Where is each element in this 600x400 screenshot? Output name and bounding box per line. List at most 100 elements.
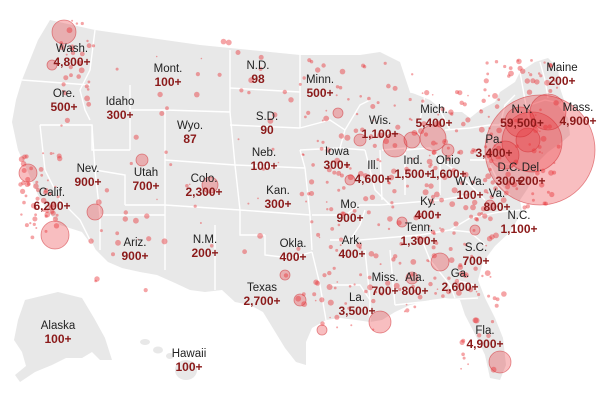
case-dot <box>543 124 548 130</box>
case-dot <box>209 244 214 248</box>
case-dot <box>350 324 353 327</box>
case-dot <box>451 187 458 194</box>
case-dot <box>22 200 26 205</box>
case-dot <box>439 197 444 203</box>
case-dot <box>165 106 169 111</box>
case-dot <box>345 164 350 169</box>
bubble-atlanta <box>430 252 450 272</box>
case-dot <box>335 248 339 252</box>
case-dot <box>501 120 504 123</box>
case-dot <box>445 155 451 161</box>
case-dot <box>451 168 456 173</box>
case-dot <box>546 190 550 194</box>
case-dot <box>462 171 469 178</box>
bubble-los-angeles <box>40 220 70 250</box>
case-dot <box>503 64 507 69</box>
case-dot <box>359 273 363 277</box>
case-dot <box>318 236 321 239</box>
bubble-detroit <box>419 124 447 152</box>
case-dot <box>460 367 462 370</box>
case-dot <box>473 317 480 324</box>
case-dot <box>483 189 488 194</box>
case-dot <box>339 173 344 178</box>
case-dot <box>431 149 437 155</box>
case-dot <box>517 59 520 62</box>
case-dot <box>44 214 48 218</box>
case-dot <box>122 216 128 222</box>
case-dot <box>540 135 547 142</box>
case-bubbles <box>18 19 596 374</box>
case-dot <box>498 156 502 160</box>
case-dot <box>288 97 294 103</box>
case-dot <box>35 227 38 229</box>
case-dot <box>515 187 519 191</box>
case-dot <box>49 205 52 208</box>
case-dot <box>347 98 350 101</box>
case-dot <box>61 82 66 87</box>
case-dot <box>328 244 333 250</box>
case-dot <box>84 95 90 102</box>
case-dot <box>553 100 559 106</box>
case-dot <box>532 123 538 129</box>
case-dot <box>459 180 465 186</box>
case-dot <box>391 168 397 174</box>
case-dot <box>465 243 468 247</box>
case-dot <box>477 333 482 338</box>
case-dot <box>355 112 359 116</box>
case-dot <box>488 168 492 172</box>
case-dot <box>94 276 100 282</box>
case-dot <box>314 299 317 302</box>
case-dot <box>428 154 431 157</box>
case-dot <box>490 180 495 185</box>
case-dot <box>528 71 530 74</box>
case-dot <box>548 89 553 93</box>
case-dot <box>188 183 191 186</box>
case-dot <box>329 316 331 319</box>
bubble-seattle <box>51 19 77 45</box>
case-dot <box>493 186 498 192</box>
bubble-chicago <box>382 132 408 158</box>
case-dot <box>411 73 414 76</box>
case-dot <box>91 44 96 48</box>
case-dot <box>492 93 498 99</box>
case-dot <box>500 119 503 122</box>
case-dot <box>258 54 264 60</box>
case-dot <box>505 184 511 190</box>
case-dot <box>543 61 546 64</box>
case-dot <box>399 242 404 246</box>
case-dot <box>26 182 31 186</box>
case-dot <box>422 189 429 196</box>
case-dot <box>429 198 435 204</box>
case-dot <box>496 127 502 134</box>
case-dot <box>86 101 92 107</box>
case-dot <box>487 115 490 118</box>
case-dot <box>94 279 97 283</box>
case-dot <box>421 92 424 95</box>
case-dot <box>40 173 44 177</box>
case-dot <box>18 156 25 163</box>
case-dot <box>525 176 529 179</box>
case-dot <box>416 235 422 241</box>
case-dot <box>388 174 395 181</box>
case-dot <box>480 206 487 212</box>
case-dot <box>339 68 346 75</box>
case-dot <box>80 21 84 26</box>
case-dot <box>386 83 391 89</box>
case-dot <box>84 84 89 89</box>
bubble-nyc-metro <box>484 94 596 206</box>
case-dot <box>494 60 499 64</box>
bubble-miami <box>488 350 512 374</box>
case-dot <box>341 211 346 216</box>
bubble-indianapolis <box>403 131 421 149</box>
case-dot <box>307 192 311 196</box>
case-dot <box>361 63 366 68</box>
case-dot <box>325 180 329 184</box>
case-dot <box>434 191 440 198</box>
case-dot <box>35 196 40 201</box>
case-dot <box>262 167 265 171</box>
case-dot <box>404 166 409 172</box>
case-dot <box>455 90 459 95</box>
case-dot <box>537 145 542 149</box>
case-dot <box>76 74 81 79</box>
